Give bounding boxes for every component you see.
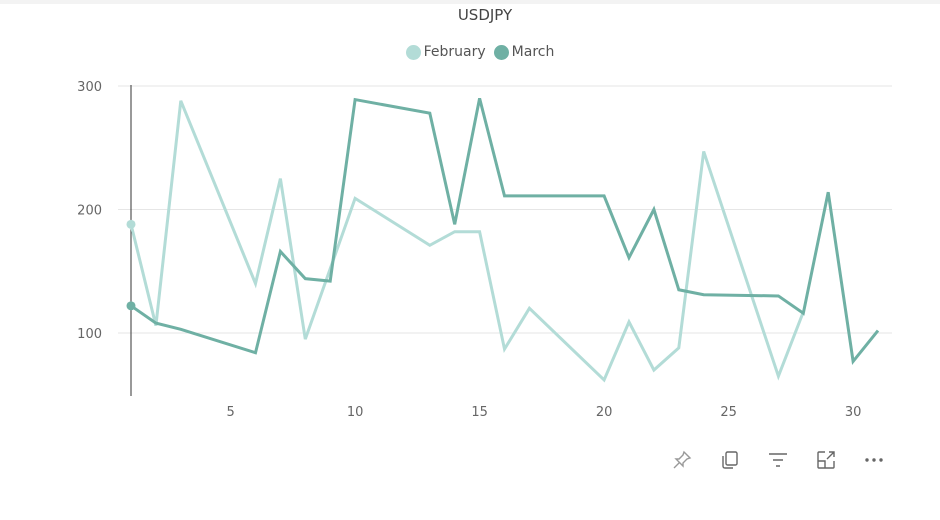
legend-label-march: March <box>511 44 555 60</box>
y-axis: 100 200 300 <box>77 80 102 342</box>
series-lines[interactable] <box>126 97 880 383</box>
more-options-icon <box>865 458 883 462</box>
y-tick-label: 300 <box>77 80 102 95</box>
x-tick-label: 20 <box>596 405 613 420</box>
more-options-button[interactable] <box>860 446 888 474</box>
legend: February March <box>0 44 940 60</box>
x-tick-label: 5 <box>226 405 234 420</box>
chart-title: USDJPY <box>457 6 513 24</box>
series-line-february[interactable] <box>129 100 805 383</box>
pin-icon <box>673 450 692 469</box>
y-tick-label: 200 <box>77 204 102 219</box>
copy-icon <box>722 451 738 469</box>
x-tick-label: 30 <box>845 405 862 420</box>
legend-item-march[interactable]: March <box>493 44 555 60</box>
series-line-march[interactable] <box>130 97 880 366</box>
hover-marker-february <box>126 219 136 229</box>
visual-toolbar <box>668 446 888 474</box>
x-tick-label: 15 <box>471 405 488 420</box>
focus-mode-button[interactable] <box>812 446 840 474</box>
focus-mode-icon <box>817 451 835 469</box>
x-tick-label: 25 <box>720 405 737 420</box>
legend-swatch-february <box>405 44 421 60</box>
filter-button[interactable] <box>764 446 792 474</box>
top-border <box>0 0 940 4</box>
legend-item-february[interactable]: February <box>405 44 486 60</box>
legend-label-february: February <box>423 44 486 60</box>
x-axis: 5 10 15 20 25 30 <box>226 405 861 420</box>
filter-icon <box>769 453 787 467</box>
y-tick-label: 100 <box>77 327 102 342</box>
x-tick-label: 10 <box>347 405 364 420</box>
legend-swatch-march <box>493 44 509 60</box>
hover-marker-march <box>126 301 136 311</box>
copy-button[interactable] <box>716 446 744 474</box>
pin-button[interactable] <box>668 446 696 474</box>
